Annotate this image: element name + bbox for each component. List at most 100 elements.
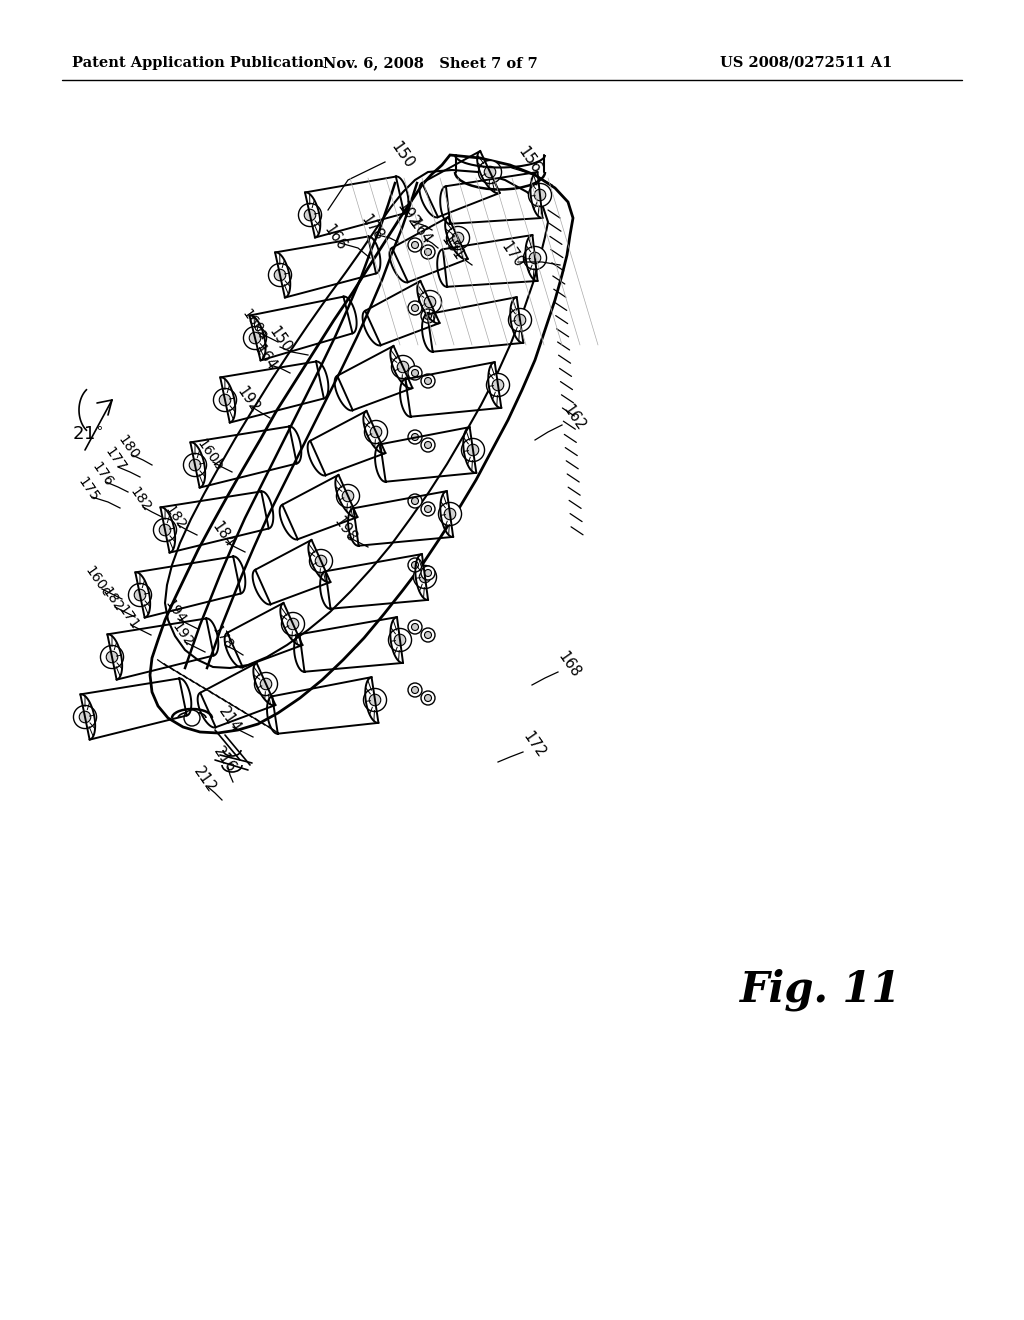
Circle shape <box>421 566 435 579</box>
Text: 192: 192 <box>233 384 262 416</box>
Circle shape <box>412 242 419 248</box>
Circle shape <box>453 232 464 244</box>
Circle shape <box>298 203 322 227</box>
Circle shape <box>249 333 261 343</box>
Text: US 2008/0272511 A1: US 2008/0272511 A1 <box>720 55 892 70</box>
Circle shape <box>412 305 419 312</box>
Text: 168: 168 <box>555 649 584 681</box>
Circle shape <box>529 252 541 264</box>
Circle shape <box>446 227 470 249</box>
Text: Nov. 6, 2008   Sheet 7 of 7: Nov. 6, 2008 Sheet 7 of 7 <box>323 55 538 70</box>
Text: 160a: 160a <box>240 306 270 343</box>
Circle shape <box>154 519 176 541</box>
Circle shape <box>425 569 431 577</box>
Circle shape <box>528 183 552 206</box>
Circle shape <box>509 309 531 331</box>
Circle shape <box>408 494 422 508</box>
Circle shape <box>106 651 118 663</box>
Circle shape <box>419 290 441 314</box>
Circle shape <box>315 556 327 566</box>
Text: 164: 164 <box>251 342 280 374</box>
Circle shape <box>425 631 431 639</box>
Circle shape <box>412 433 419 441</box>
Circle shape <box>425 248 431 256</box>
Circle shape <box>478 161 502 183</box>
Text: 180: 180 <box>115 433 141 463</box>
Circle shape <box>100 645 124 668</box>
Circle shape <box>425 441 431 449</box>
Text: Patent Application Publication: Patent Application Publication <box>72 55 324 70</box>
Circle shape <box>514 314 525 326</box>
Circle shape <box>388 628 412 652</box>
Circle shape <box>244 326 266 350</box>
Circle shape <box>408 301 422 315</box>
Text: 170: 170 <box>498 239 526 271</box>
Text: 177: 177 <box>101 445 128 475</box>
Circle shape <box>337 484 359 508</box>
Circle shape <box>74 705 96 729</box>
Text: 184: 184 <box>209 519 238 550</box>
Circle shape <box>274 269 286 281</box>
Circle shape <box>364 689 386 711</box>
Circle shape <box>268 264 292 286</box>
Circle shape <box>408 366 422 380</box>
Circle shape <box>425 313 431 319</box>
Circle shape <box>425 506 431 512</box>
Text: 160b: 160b <box>195 437 226 474</box>
Circle shape <box>421 374 435 388</box>
Circle shape <box>282 612 304 635</box>
Circle shape <box>421 309 435 323</box>
Text: 182: 182 <box>162 503 188 533</box>
Circle shape <box>412 498 419 504</box>
Text: 182: 182 <box>98 585 125 615</box>
Text: 172: 172 <box>520 729 548 760</box>
Circle shape <box>462 438 484 462</box>
Circle shape <box>467 445 479 455</box>
Circle shape <box>438 503 462 525</box>
Text: 151: 151 <box>438 232 466 264</box>
Text: 166: 166 <box>321 222 349 253</box>
Circle shape <box>408 682 422 697</box>
Text: 212: 212 <box>190 764 219 796</box>
Circle shape <box>213 388 237 412</box>
Circle shape <box>421 438 435 451</box>
Circle shape <box>412 370 419 376</box>
Circle shape <box>159 524 171 536</box>
Circle shape <box>184 710 200 726</box>
Circle shape <box>486 374 510 396</box>
Circle shape <box>421 628 435 642</box>
Circle shape <box>484 166 496 178</box>
Circle shape <box>219 395 230 405</box>
Circle shape <box>79 711 91 723</box>
Text: 150: 150 <box>388 139 417 172</box>
Text: 150: 150 <box>266 325 294 355</box>
Circle shape <box>419 572 431 582</box>
Circle shape <box>254 672 278 696</box>
Circle shape <box>183 454 207 477</box>
Text: 198: 198 <box>331 515 359 545</box>
Circle shape <box>493 379 504 391</box>
Circle shape <box>408 558 422 572</box>
Circle shape <box>421 246 435 259</box>
Circle shape <box>309 549 333 573</box>
Circle shape <box>365 421 387 444</box>
Circle shape <box>408 238 422 252</box>
Circle shape <box>425 378 431 384</box>
Circle shape <box>408 430 422 444</box>
Circle shape <box>128 583 152 607</box>
Text: 156: 156 <box>515 144 544 176</box>
Circle shape <box>371 426 382 438</box>
Circle shape <box>260 678 271 690</box>
Circle shape <box>424 296 436 308</box>
Text: 164: 164 <box>406 216 434 248</box>
Text: 182: 182 <box>127 486 154 515</box>
Text: 175: 175 <box>75 475 101 504</box>
Circle shape <box>287 618 299 630</box>
Text: 162: 162 <box>560 403 588 434</box>
Text: 216: 216 <box>211 744 240 776</box>
Text: 171: 171 <box>115 603 141 632</box>
Text: 214: 214 <box>216 705 244 735</box>
Circle shape <box>394 634 406 645</box>
Circle shape <box>397 362 409 372</box>
Circle shape <box>425 694 431 701</box>
